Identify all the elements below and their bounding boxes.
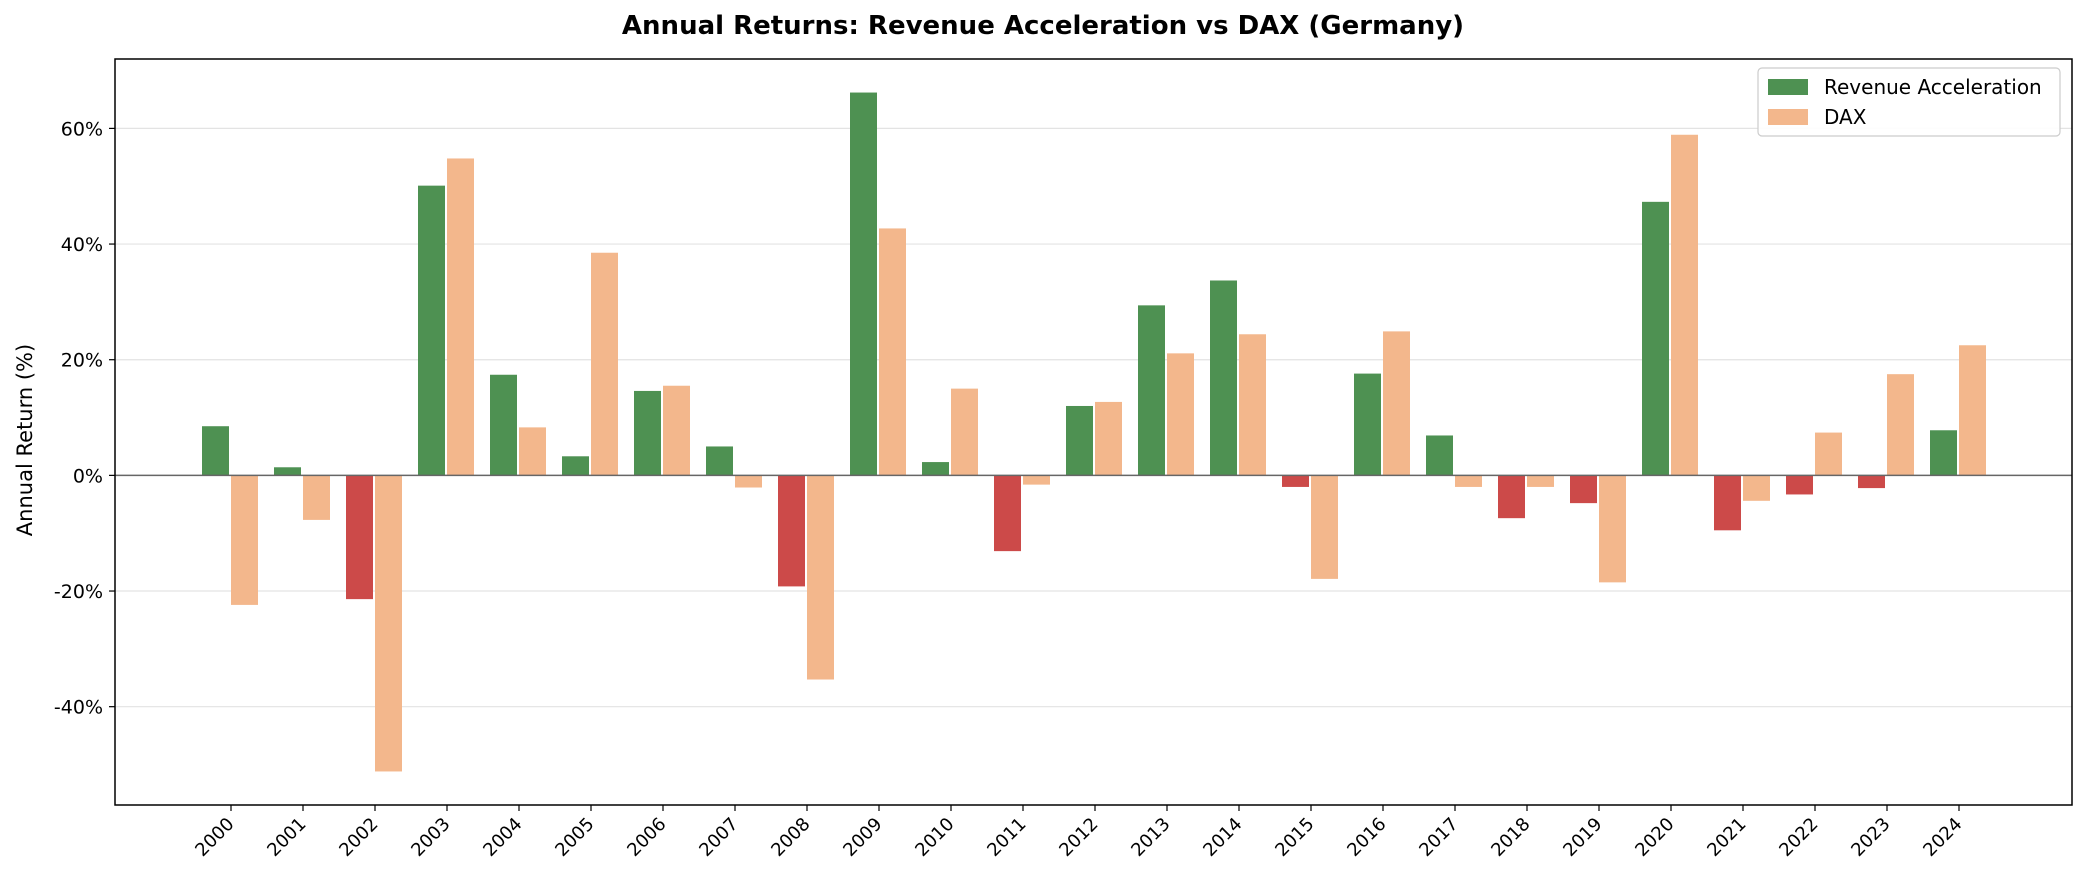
bar-dax-2017 [1455, 475, 1482, 487]
bar-dax-2002 [375, 475, 402, 772]
bar-revenue-acceleration-2009 [850, 92, 877, 476]
bar-revenue-acceleration-2014 [1210, 280, 1237, 476]
bar-revenue-acceleration-2006 [634, 390, 661, 476]
legend-label: DAX [1824, 105, 1867, 129]
x-tick-label: 2020 [1631, 814, 1678, 861]
bar-revenue-acceleration-2003 [418, 185, 445, 476]
bar-dax-2024 [1959, 345, 1986, 476]
x-tick-label: 2009 [839, 814, 886, 861]
bar-revenue-acceleration-2024 [1930, 430, 1957, 476]
bar-revenue-acceleration-2023 [1858, 475, 1885, 489]
bar-dax-2011 [1023, 475, 1050, 485]
bar-revenue-acceleration-2005 [562, 456, 589, 476]
bar-dax-2003 [447, 158, 474, 476]
x-tick-label: 2005 [551, 814, 598, 861]
bar-dax-2007 [735, 475, 762, 488]
x-tick-label: 2002 [335, 814, 382, 861]
bar-dax-2022 [1815, 432, 1842, 476]
plot-frame [114, 58, 2073, 806]
y-tick-label: 40% [61, 234, 103, 256]
bar-dax-2018 [1527, 475, 1554, 487]
bar-dax-2005 [591, 252, 618, 476]
x-tick-label: 2006 [623, 814, 670, 861]
y-tick-label: -40% [54, 697, 103, 719]
bar-dax-2020 [1671, 134, 1698, 476]
x-tick-label: 2016 [1343, 814, 1390, 861]
bar-revenue-acceleration-2010 [922, 462, 949, 476]
y-axis-label: Annual Return (%) [13, 344, 37, 536]
x-tick-label: 2001 [263, 814, 310, 861]
bar-revenue-acceleration-2022 [1786, 475, 1813, 495]
legend-swatch [1768, 109, 1808, 125]
x-tick-label: 2018 [1487, 814, 1534, 861]
bar-dax-2015 [1311, 475, 1338, 579]
bar-revenue-acceleration-2000 [202, 426, 229, 476]
bar-revenue-acceleration-2002 [346, 475, 373, 600]
bar-dax-2010 [951, 388, 978, 476]
bar-revenue-acceleration-2019 [1570, 475, 1597, 504]
x-tick-label: 2015 [1271, 814, 1318, 861]
y-axis-ticks: -40% -20% 0% 20% 40% 60% [54, 118, 115, 719]
bar-dax-2012 [1095, 401, 1122, 476]
bar-revenue-acceleration-2017 [1426, 435, 1453, 476]
bar-dax-2008 [807, 475, 834, 680]
y-tick-label: 20% [61, 350, 103, 372]
bars [202, 92, 1986, 772]
x-tick-label: 2008 [767, 814, 814, 861]
x-tick-label: 2019 [1559, 814, 1606, 861]
bar-dax-2006 [663, 385, 690, 476]
bar-dax-2001 [303, 475, 330, 520]
x-axis-ticks: 2000 2001 2002 2003 2004 2005 2006 2007 2008 2009… [191, 805, 1967, 861]
x-tick-label: 2000 [191, 814, 238, 861]
bar-revenue-acceleration-2020 [1642, 201, 1669, 476]
x-tick-label: 2023 [1847, 814, 1894, 861]
bar-revenue-acceleration-2011 [994, 475, 1021, 552]
bar-dax-2016 [1383, 331, 1410, 476]
x-tick-label: 2012 [1055, 814, 1102, 861]
legend-box [1757, 67, 2061, 137]
bar-revenue-acceleration-2001 [274, 467, 301, 476]
x-tick-label: 2010 [911, 814, 958, 861]
legend-label: Revenue Acceleration [1824, 75, 2042, 99]
y-tick-label: 60% [61, 118, 103, 140]
x-tick-label: 2017 [1415, 814, 1462, 861]
bar-dax-2014 [1239, 334, 1266, 476]
y-tick-label: -20% [54, 581, 103, 603]
bar-revenue-acceleration-2013 [1138, 305, 1165, 476]
legend: Revenue Acceleration DAX [1757, 67, 2061, 137]
x-tick-label: 2021 [1703, 814, 1750, 861]
bar-revenue-acceleration-2007 [706, 446, 733, 476]
grid [115, 127, 2072, 708]
bar-revenue-acceleration-2008 [778, 475, 805, 587]
chart-title: Annual Returns: Revenue Acceleration vs … [622, 11, 1464, 41]
x-tick-label: 2011 [983, 814, 1030, 861]
bar-dax-2021 [1743, 475, 1770, 501]
bar-revenue-acceleration-2015 [1282, 475, 1309, 487]
bar-revenue-acceleration-2021 [1714, 475, 1741, 531]
x-tick-label: 2004 [479, 814, 526, 861]
bar-revenue-acceleration-2016 [1354, 373, 1381, 476]
bar-revenue-acceleration-2012 [1066, 405, 1093, 476]
x-tick-label: 2022 [1775, 814, 1822, 861]
bar-dax-2023 [1887, 374, 1914, 476]
bar-revenue-acceleration-2018 [1498, 475, 1525, 519]
x-tick-label: 2014 [1199, 814, 1246, 861]
bar-revenue-acceleration-2004 [490, 374, 517, 476]
y-tick-label: 0% [73, 465, 103, 487]
x-tick-label: 2013 [1127, 814, 1174, 861]
bar-dax-2013 [1167, 353, 1194, 476]
bar-dax-2000 [231, 475, 258, 605]
bar-dax-2009 [879, 228, 906, 476]
x-tick-label: 2007 [695, 814, 742, 861]
legend-swatch [1768, 79, 1808, 95]
x-tick-label: 2024 [1919, 814, 1966, 861]
bar-dax-2019 [1599, 475, 1626, 583]
x-tick-label: 2003 [407, 814, 454, 861]
bar-dax-2004 [519, 427, 546, 476]
